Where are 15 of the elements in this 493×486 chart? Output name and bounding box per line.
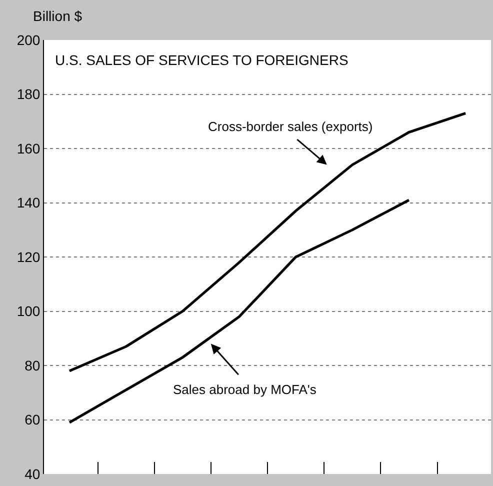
y-tick-label: 100 [16,303,40,320]
y-tick-label: 80 [24,357,40,374]
y-tick-label: 140 [16,194,40,211]
y-tick-label: 60 [24,412,40,428]
y-tick-label: 200 [16,32,40,48]
y-tick-label: 180 [16,86,40,102]
text: U.S. SALES OF SERVICES TO FOREIGNERS [55,52,348,68]
line-series [68,112,467,372]
y-tick-label: 160 [16,140,40,156]
y-tick-label: 120 [16,248,40,265]
y-axis-title: Billion $ [33,8,82,24]
annotation: Sales abroad by MOFA's [173,382,317,397]
annotation: Cross-border sales (exports) [208,119,373,134]
line-series [68,198,410,424]
y-tick-label: 40 [24,466,40,482]
